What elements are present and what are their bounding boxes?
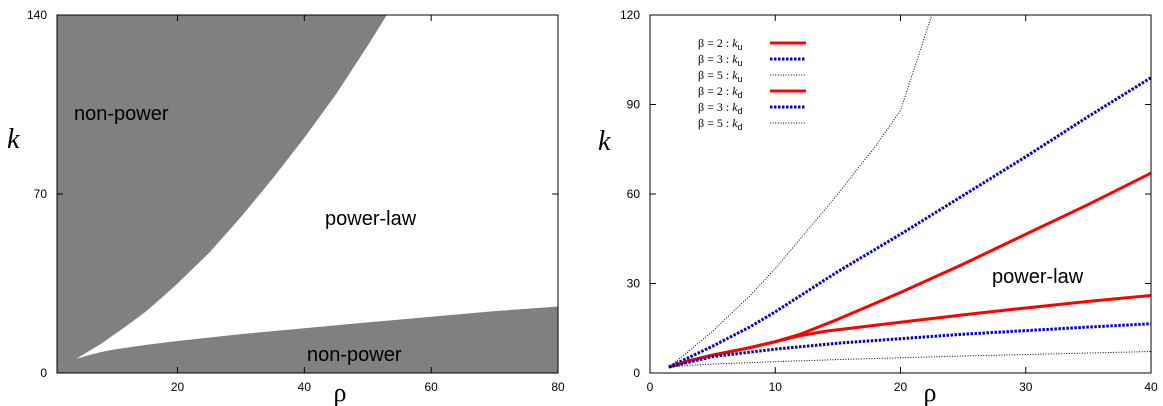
y-tick-label: 30 — [627, 277, 641, 291]
legend-label: β = 2 : ku — [698, 36, 743, 52]
legend-entry: β = 3 : ku — [698, 52, 806, 68]
legend-label: β = 2 : kd — [698, 84, 743, 100]
x-tick-label: 20 — [171, 380, 185, 394]
series-group — [668, 15, 1151, 369]
legend-entry: β = 5 : ku — [698, 68, 806, 84]
series-line-6 — [668, 351, 1151, 368]
y-tick-label: 0 — [40, 366, 47, 380]
y-tick-label: 60 — [627, 187, 641, 201]
y-tick-label: 70 — [34, 187, 48, 201]
legend-entry: β = 3 : kd — [698, 100, 806, 116]
x-tick-label: 60 — [424, 380, 438, 394]
x-tick-label: 10 — [769, 380, 783, 394]
legend-entry: β = 2 : kd — [698, 84, 806, 100]
left-chart: 20 40 60 80 0 70 140 ρ k non-power power-law non-po… — [7, 8, 565, 406]
legend-label: β = 3 : kd — [698, 100, 743, 116]
region-label-non-power-upper: non-power — [74, 103, 169, 125]
series-line-2 — [668, 76, 1151, 369]
x-tick-label: 40 — [298, 380, 312, 394]
x-tick-label: 80 — [551, 380, 565, 394]
y-axis-label: k — [598, 126, 611, 157]
legend-entry: β = 2 : ku — [698, 36, 806, 52]
legend-label: β = 5 : ku — [698, 68, 743, 84]
series-line-5 — [668, 322, 1151, 369]
annotation-power-law: power-law — [992, 266, 1084, 288]
legend-label: β = 5 : kd — [698, 116, 743, 132]
x-axis-label: ρ — [334, 378, 347, 406]
x-tick-label: 20 — [894, 380, 908, 394]
region-label-power-law: power-law — [325, 208, 417, 230]
series-line-3 — [668, 15, 933, 368]
legend-label: β = 3 : ku — [698, 52, 743, 68]
y-tick-label: 90 — [627, 98, 641, 112]
x-axis-label: ρ — [924, 378, 937, 406]
region-label-non-power-lower: non-power — [307, 344, 402, 366]
legend-entry: β = 5 : kd — [698, 116, 806, 132]
y-tick-label: 140 — [27, 8, 47, 22]
x-tick-label: 40 — [1144, 380, 1158, 394]
x-tick-label: 0 — [647, 380, 654, 394]
region-upper-non-power — [57, 15, 387, 368]
y-tick-label: 0 — [633, 366, 640, 380]
region-lower-non-power — [57, 306, 558, 373]
right-chart: 0 10 20 30 40 0 30 60 90 120 ρ k power-law β = 2 : ku… — [598, 8, 1158, 406]
x-tick-label: 30 — [1019, 380, 1033, 394]
y-tick-label: 120 — [620, 8, 640, 22]
legend: β = 2 : kuβ = 3 : kuβ = 5 : kuβ = 2 : kd… — [698, 36, 806, 132]
y-axis-label: k — [7, 124, 20, 155]
